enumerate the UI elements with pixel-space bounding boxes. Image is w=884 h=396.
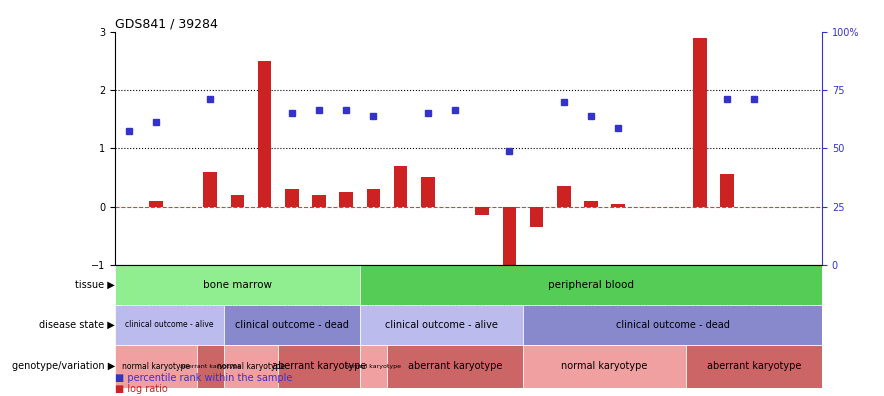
FancyBboxPatch shape (387, 345, 523, 388)
Bar (476, 207, 489, 215)
Text: normal karyotype: normal karyotype (346, 364, 401, 369)
Text: peripheral blood: peripheral blood (548, 280, 634, 290)
Bar (612, 204, 625, 207)
Bar (312, 195, 325, 207)
Bar (393, 166, 408, 207)
FancyBboxPatch shape (224, 305, 360, 345)
Text: clinical outcome - alive: clinical outcome - alive (385, 320, 498, 330)
FancyBboxPatch shape (523, 345, 686, 388)
FancyBboxPatch shape (523, 305, 822, 345)
Bar (339, 192, 353, 207)
Text: clinical outcome - dead: clinical outcome - dead (235, 320, 348, 330)
Bar (693, 38, 706, 207)
Text: normal karyotype: normal karyotype (561, 362, 648, 371)
Bar (502, 207, 516, 265)
Text: bone marrow: bone marrow (202, 280, 271, 290)
Bar (203, 171, 217, 207)
Text: aberrant karyotype: aberrant karyotype (179, 364, 240, 369)
Text: normal karyotype: normal karyotype (122, 362, 190, 371)
Text: ■ percentile rank within the sample: ■ percentile rank within the sample (115, 373, 293, 383)
Text: clinical outcome - dead: clinical outcome - dead (615, 320, 729, 330)
Bar (584, 201, 598, 207)
Text: GDS841 / 39284: GDS841 / 39284 (115, 17, 217, 30)
Text: genotype/variation ▶: genotype/variation ▶ (11, 362, 115, 371)
Bar (530, 207, 544, 227)
FancyBboxPatch shape (115, 265, 360, 305)
Bar (720, 175, 734, 207)
Text: disease state ▶: disease state ▶ (39, 320, 115, 330)
FancyBboxPatch shape (360, 265, 822, 305)
Text: tissue ▶: tissue ▶ (75, 280, 115, 290)
Bar (258, 61, 271, 207)
Text: aberrant karyotype: aberrant karyotype (271, 362, 366, 371)
FancyBboxPatch shape (196, 345, 224, 388)
Text: aberrant karyotype: aberrant karyotype (707, 362, 801, 371)
FancyBboxPatch shape (115, 345, 196, 388)
Bar (231, 195, 244, 207)
Text: normal karyotype: normal karyotype (217, 362, 285, 371)
Bar (421, 177, 435, 207)
FancyBboxPatch shape (686, 345, 822, 388)
FancyBboxPatch shape (278, 345, 360, 388)
FancyBboxPatch shape (115, 305, 224, 345)
FancyBboxPatch shape (360, 345, 387, 388)
Bar (285, 189, 299, 207)
Bar (149, 201, 163, 207)
FancyBboxPatch shape (360, 305, 523, 345)
Text: clinical outcome - alive: clinical outcome - alive (125, 320, 214, 329)
FancyBboxPatch shape (224, 345, 278, 388)
Text: aberrant karyotype: aberrant karyotype (408, 362, 502, 371)
Text: ■ log ratio: ■ log ratio (115, 384, 168, 394)
Bar (557, 186, 570, 207)
Bar (367, 189, 380, 207)
